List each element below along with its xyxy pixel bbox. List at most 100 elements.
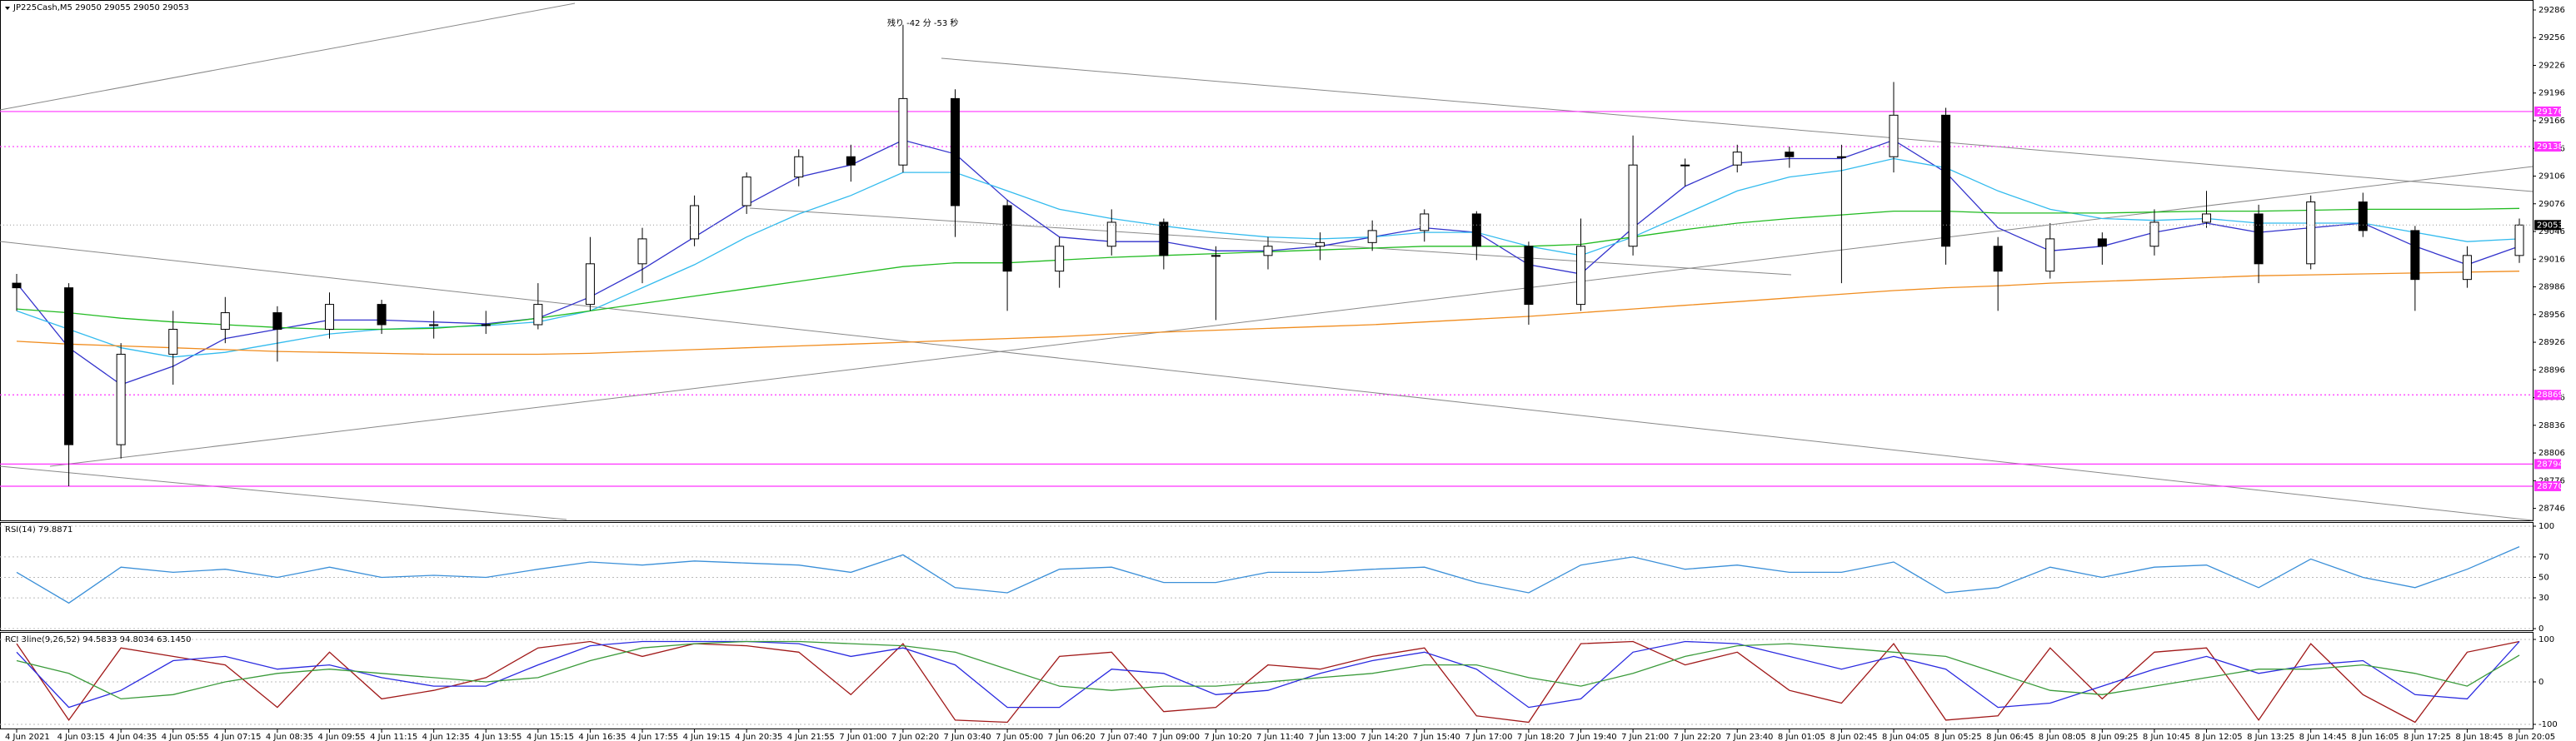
candle-body — [1263, 246, 1273, 256]
candle-body — [2202, 213, 2211, 223]
x-tick-label: 8 Jun 06:45 — [1986, 733, 2034, 741]
y-tick-label: 0 — [2539, 678, 2544, 687]
candle-body — [2410, 230, 2420, 281]
candle-body — [741, 177, 751, 206]
x-tick-label: 7 Jun 10:20 — [1204, 733, 1251, 741]
candle-body — [1471, 213, 1481, 247]
y-tick-label: -100 — [2539, 720, 2558, 729]
x-tick-label: 7 Jun 02:20 — [891, 733, 939, 741]
candle-body — [1941, 114, 1951, 247]
candle-body — [1628, 164, 1638, 247]
x-tick-label: 7 Jun 15:40 — [1413, 733, 1460, 741]
trend-line — [49, 166, 2534, 467]
y-tick-label: 0 — [2539, 624, 2544, 634]
y-tick-label: 100 — [2539, 522, 2554, 531]
x-tick-label: 7 Jun 19:40 — [1570, 733, 1617, 741]
y-tick-label: 70 — [2539, 553, 2549, 562]
y-tick-label: 28836 — [2539, 421, 2565, 430]
x-tick-label: 7 Jun 11:40 — [1256, 733, 1304, 741]
candle-body — [898, 97, 908, 166]
level-label-box — [2534, 390, 2561, 400]
y-tick-label: 28926 — [2539, 338, 2565, 347]
candle-body — [116, 353, 126, 445]
candle-body — [377, 304, 387, 326]
candle-body — [690, 205, 700, 240]
candle-body — [1524, 246, 1534, 306]
candle-body — [1993, 246, 2003, 272]
candle-body — [951, 97, 960, 206]
x-tick-label: 7 Jun 01:00 — [839, 733, 886, 741]
candle-body — [585, 263, 595, 306]
rsi-frame — [0, 522, 2534, 631]
candle-body — [1159, 221, 1169, 256]
line-series — [16, 640, 2520, 709]
x-tick-label: 4 Jun 20:35 — [735, 733, 782, 741]
trend-line — [941, 57, 2534, 192]
y-tick-label: 29046 — [2539, 227, 2565, 236]
y-tick-label: 29286 — [2539, 6, 2565, 15]
level-label-box — [2534, 106, 2561, 117]
candle-body — [168, 329, 178, 355]
x-tick-label: 4 Jun 13:55 — [474, 733, 522, 741]
candle-body — [1315, 241, 1325, 247]
candle-body — [2306, 201, 2316, 265]
x-tick-label: 4 Jun 2021 — [5, 733, 50, 741]
x-tick-label: 4 Jun 11:15 — [370, 733, 417, 741]
candle-body — [1576, 246, 1585, 306]
x-tick-label: 8 Jun 13:25 — [2247, 733, 2294, 741]
x-tick-label: 7 Jun 09:00 — [1152, 733, 1200, 741]
candle-body — [794, 156, 804, 178]
x-tick-label: 4 Jun 12:35 — [422, 733, 470, 741]
x-tick-label: 4 Jun 17:55 — [631, 733, 678, 741]
x-tick-label: 4 Jun 05:55 — [162, 733, 209, 741]
candle-body — [2254, 213, 2264, 265]
candle-body — [2045, 238, 2055, 272]
candle-body — [846, 156, 856, 166]
line-series — [16, 640, 2520, 724]
level-label-box — [2534, 459, 2561, 470]
candle-body — [12, 282, 22, 289]
x-tick-label: 8 Jun 08:05 — [2039, 733, 2086, 741]
candle-body — [2358, 201, 2368, 231]
y-tick-label: 29166 — [2539, 117, 2565, 126]
x-tick-label: 8 Jun 12:05 — [2195, 733, 2243, 741]
x-tick-label: 8 Jun 18:45 — [2455, 733, 2503, 741]
y-tick-label: 28956 — [2539, 311, 2565, 320]
candle-body — [1680, 164, 1690, 167]
x-tick-label: 7 Jun 05:00 — [996, 733, 1043, 741]
candle-body — [1889, 114, 1899, 157]
chart-title: JP225Cash,M5 29050 29055 29050 29053 — [12, 3, 189, 12]
x-tick-label: 8 Jun 02:45 — [1830, 733, 1877, 741]
countdown: 残り -42 分 -53 秒 — [887, 17, 958, 28]
y-tick-label: 28746 — [2539, 505, 2565, 514]
x-tick-label: 8 Jun 09:25 — [2090, 733, 2138, 741]
y-tick-label: 29106 — [2539, 172, 2565, 182]
x-tick-label: 4 Jun 08:35 — [266, 733, 313, 741]
current-price-label: 29053 — [2537, 221, 2564, 230]
level-label: 28869 — [2537, 390, 2564, 400]
candle-body — [1785, 152, 1795, 157]
rsi-title: RSI(14) 79.8871 — [5, 525, 72, 535]
y-tick-label: 28806 — [2539, 449, 2565, 458]
candle-body — [325, 304, 334, 331]
rci-title: RCI 3line(9,26,52) 94.5833 94.8034 63.14… — [5, 635, 192, 644]
y-tick-label: 100 — [2539, 635, 2554, 644]
level-label-box — [2534, 142, 2561, 152]
menu-arrow[interactable] — [5, 7, 10, 10]
level-label: 28794 — [2537, 460, 2564, 469]
candle-body — [220, 312, 230, 331]
candle-body — [1106, 221, 1116, 247]
candle-body — [1367, 230, 1377, 243]
y-tick-label: 28896 — [2539, 366, 2565, 375]
x-tick-label: 8 Jun 16:05 — [2351, 733, 2399, 741]
y-tick-label: 29256 — [2539, 33, 2565, 42]
candle-body — [2149, 221, 2159, 247]
level-label: 29176 — [2537, 107, 2564, 117]
level-label-box — [2534, 480, 2561, 491]
x-tick-label: 4 Jun 04:35 — [109, 733, 157, 741]
trend-line — [749, 207, 1792, 276]
x-tick-label: 8 Jun 14:45 — [2299, 733, 2347, 741]
